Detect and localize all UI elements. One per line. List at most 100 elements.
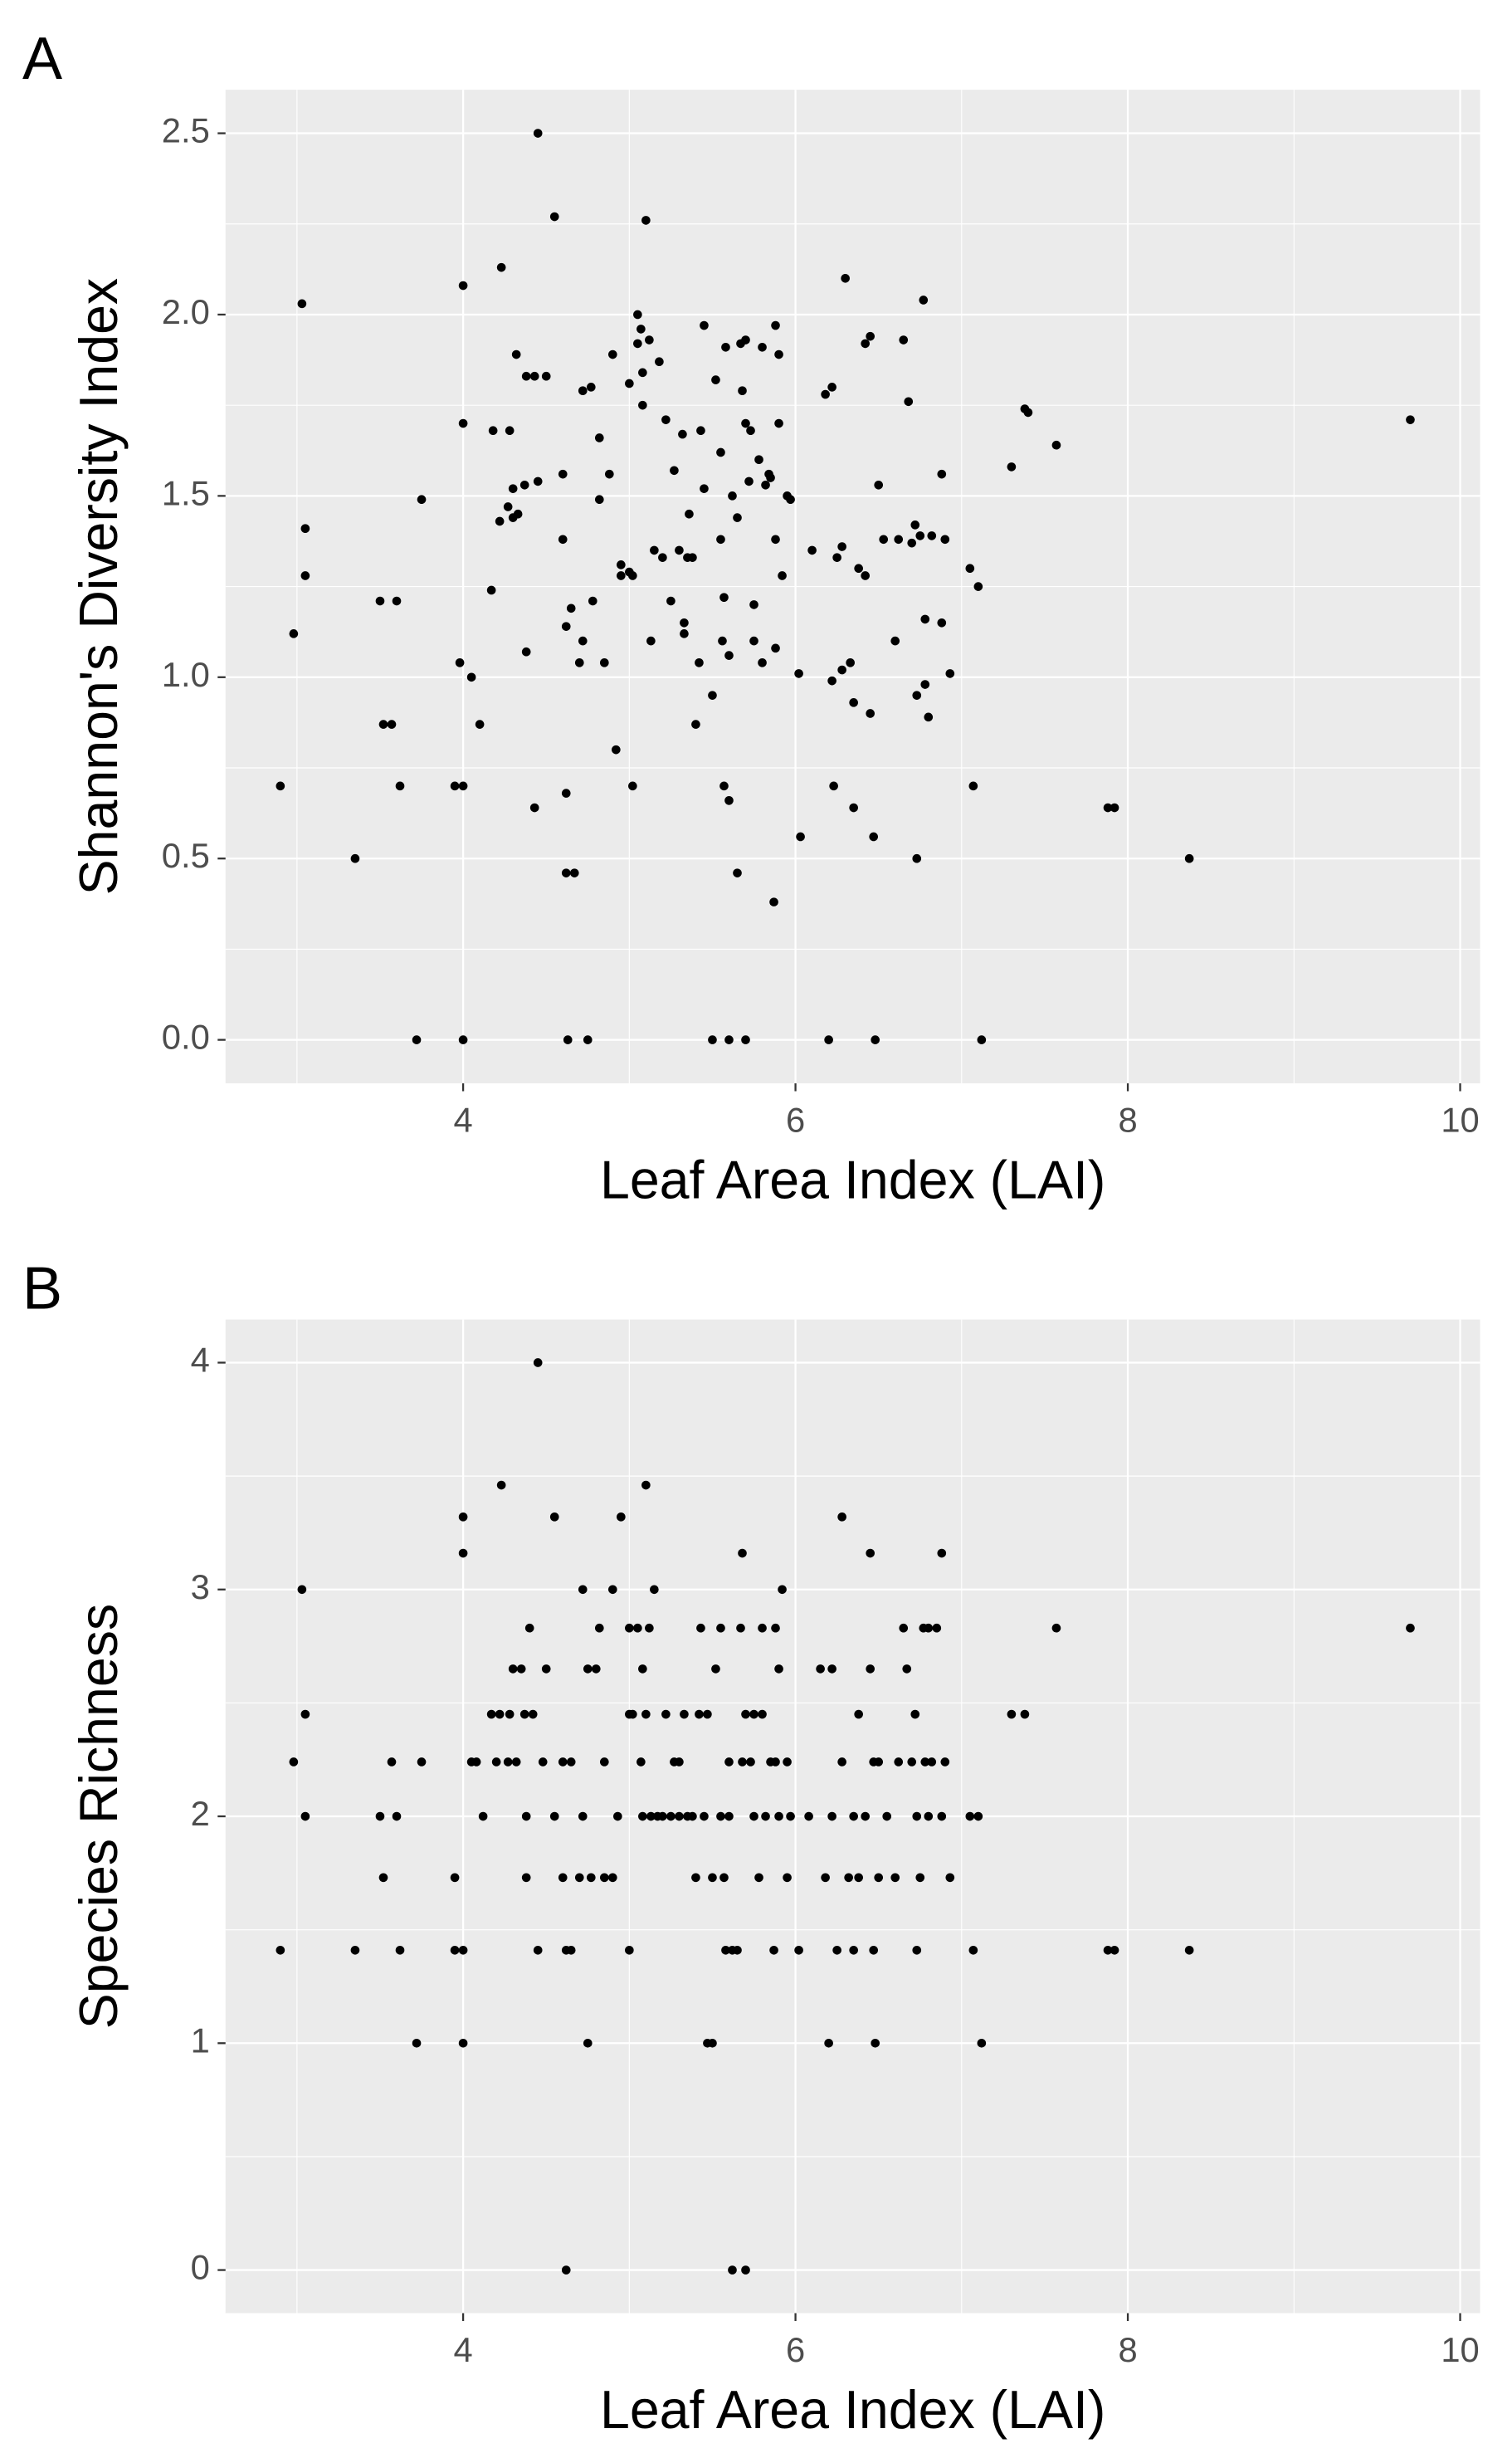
point — [588, 596, 597, 606]
point — [977, 1035, 987, 1044]
point — [617, 571, 626, 580]
point — [417, 1757, 427, 1767]
point — [691, 720, 700, 729]
point — [761, 1811, 770, 1821]
point — [871, 2038, 880, 2048]
point — [774, 349, 783, 359]
point — [378, 1873, 388, 1883]
point — [680, 629, 689, 638]
point — [300, 1811, 310, 1821]
point — [1184, 1945, 1194, 1955]
point — [724, 1035, 734, 1044]
point — [608, 349, 617, 359]
point — [724, 651, 734, 660]
point — [583, 1664, 593, 1674]
point — [771, 320, 780, 330]
point — [749, 600, 758, 609]
point — [300, 571, 310, 580]
point — [488, 426, 498, 436]
point — [519, 1709, 529, 1719]
point — [566, 1757, 576, 1767]
point — [844, 1873, 853, 1883]
point — [741, 1035, 750, 1044]
point — [594, 433, 604, 442]
point — [608, 1873, 617, 1883]
point — [583, 1035, 593, 1044]
point — [758, 658, 767, 667]
point — [816, 1664, 825, 1674]
point — [940, 1757, 950, 1767]
point — [678, 429, 687, 439]
point — [744, 476, 754, 486]
point — [608, 1585, 617, 1595]
point — [558, 1757, 568, 1767]
point — [837, 1512, 846, 1522]
y-tick-label: 1.5 — [162, 473, 210, 512]
y-tick-label: 1 — [191, 2021, 210, 2060]
point — [965, 564, 975, 574]
point — [450, 1873, 460, 1883]
point — [937, 1548, 947, 1558]
point — [297, 1585, 307, 1595]
point — [528, 1709, 538, 1719]
point — [675, 1811, 684, 1821]
point — [604, 469, 614, 479]
point — [641, 216, 651, 225]
point — [599, 1873, 609, 1883]
y-tick-label: 2.0 — [162, 292, 210, 331]
point — [688, 553, 697, 562]
point — [741, 2265, 750, 2275]
point — [641, 1709, 651, 1719]
point — [746, 1757, 755, 1767]
point — [276, 781, 285, 791]
point — [561, 622, 571, 631]
point — [733, 513, 742, 522]
point — [661, 415, 671, 424]
point — [541, 1664, 551, 1674]
point — [769, 897, 778, 906]
point — [869, 1945, 878, 1955]
point — [521, 1873, 531, 1883]
point — [521, 647, 531, 657]
point — [289, 629, 299, 638]
point — [778, 1585, 787, 1595]
point — [387, 720, 397, 729]
point — [505, 426, 515, 436]
point — [563, 1035, 573, 1044]
point — [375, 1811, 385, 1821]
point — [804, 1811, 813, 1821]
point — [289, 1757, 299, 1767]
point — [718, 636, 727, 646]
point — [655, 357, 664, 367]
point — [861, 1811, 870, 1821]
point — [738, 386, 747, 396]
point — [733, 1945, 742, 1955]
point — [738, 1757, 747, 1767]
x-tick-label: 8 — [1118, 2330, 1137, 2369]
point — [708, 1873, 717, 1883]
point — [375, 596, 385, 606]
point — [771, 643, 780, 653]
point — [300, 1709, 310, 1719]
point — [628, 1709, 637, 1719]
point — [854, 564, 863, 574]
point — [633, 339, 642, 349]
point — [549, 212, 559, 222]
point — [392, 596, 402, 606]
point — [661, 1709, 671, 1719]
point — [578, 1811, 588, 1821]
point — [766, 473, 775, 482]
point — [675, 1757, 684, 1767]
point — [617, 560, 626, 569]
point — [907, 1757, 917, 1767]
panel-tag: B — [22, 1255, 62, 1322]
point — [794, 1945, 803, 1955]
point — [968, 781, 978, 791]
point — [837, 665, 846, 675]
point — [807, 545, 817, 555]
point — [395, 781, 405, 791]
point — [786, 1811, 795, 1821]
point — [533, 1358, 543, 1367]
point — [738, 1548, 747, 1558]
point — [1103, 803, 1113, 813]
